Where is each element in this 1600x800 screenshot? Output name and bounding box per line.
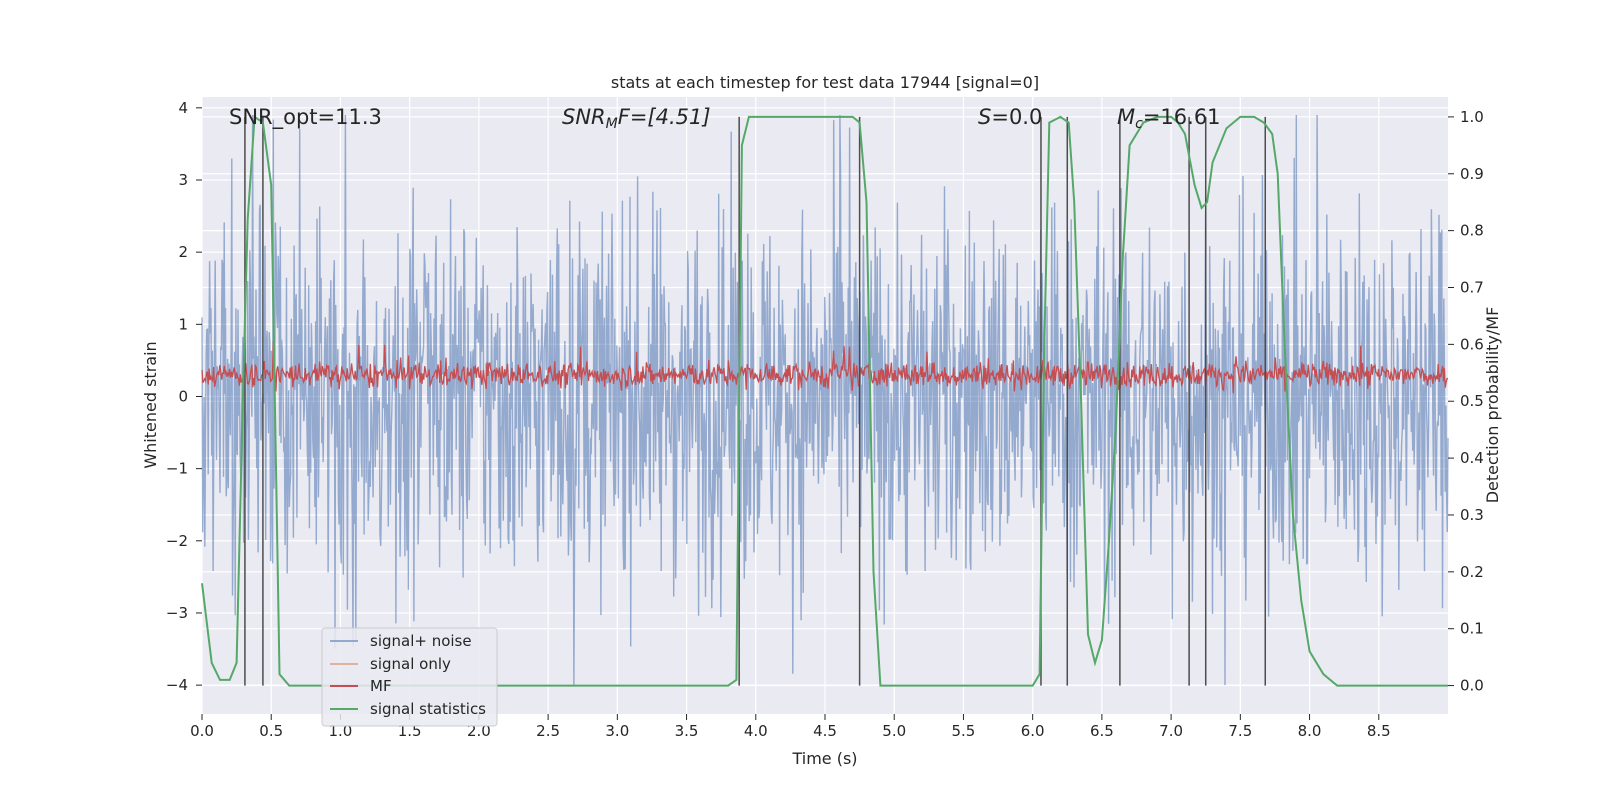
x-tick-label: 8.0 xyxy=(1298,722,1322,740)
x-tick-label: 4.0 xyxy=(744,722,768,740)
annotation-snr-mf-value: F=[4.51] xyxy=(618,105,711,129)
y-right-tick-label: 0.1 xyxy=(1460,620,1484,638)
mf-line xyxy=(201,340,1449,394)
legend-box xyxy=(321,627,498,727)
y-left-tick-label: 1 xyxy=(178,315,188,333)
annotation-snr-opt: SNR_opt=11.3 xyxy=(229,105,382,130)
x-tick-label: 0.0 xyxy=(190,722,214,740)
annotation-snr-mf-symbol: SNR xyxy=(562,105,606,129)
annotation-mc-value: =16.61 xyxy=(1143,105,1221,129)
y-right-tick-label: 0.0 xyxy=(1460,677,1484,695)
x-tick-label: 3.5 xyxy=(675,722,699,740)
x-tick-label: 5.0 xyxy=(882,722,906,740)
x-tick-label: 7.5 xyxy=(1228,722,1252,740)
y-axis-left-label: Whitened strain xyxy=(141,341,160,468)
legend-label-signal-only: signal only xyxy=(370,655,451,673)
y-axis-left-ticks: −4 −3 −2 −1 0 1 2 3 4 xyxy=(166,99,202,694)
series-signal-noise xyxy=(201,114,1449,686)
legend-label-mf: MF xyxy=(370,677,392,695)
y-axis-right-label: Detection probability/MF xyxy=(1483,307,1502,504)
y-left-tick-label: 2 xyxy=(178,243,188,261)
x-tick-label: 8.5 xyxy=(1367,722,1391,740)
y-axis-right-ticks: 0.0 0.1 0.2 0.3 0.4 0.5 0.6 0.7 0.8 0.9 1.0 xyxy=(1448,108,1484,695)
vertical-lines xyxy=(244,116,1267,686)
signal-noise-line xyxy=(201,114,1449,686)
legend-label-signal-noise: signal+ noise xyxy=(370,632,472,650)
y-right-tick-label: 0.4 xyxy=(1460,449,1484,467)
annotation-s-symbol: S xyxy=(978,105,991,129)
annotation-mc: Mc=16.61 xyxy=(1117,105,1221,132)
y-left-tick-label: 0 xyxy=(178,387,188,405)
x-tick-label: 2.5 xyxy=(536,722,560,740)
y-left-tick-label: −2 xyxy=(166,532,188,550)
series-signal-statistics xyxy=(201,115,1448,687)
series-mf xyxy=(201,340,1449,394)
x-axis-label: Time (s) xyxy=(791,749,857,768)
x-tick-label: 3.0 xyxy=(605,722,629,740)
annotation-mc-subscript: c xyxy=(1135,116,1143,132)
x-tick-label: 6.5 xyxy=(1090,722,1114,740)
legend: signal+ noise signal only MF signal stat… xyxy=(321,627,498,727)
y-right-tick-label: 0.3 xyxy=(1460,506,1484,524)
y-right-tick-label: 0.6 xyxy=(1460,335,1484,353)
x-tick-label: 7.0 xyxy=(1159,722,1183,740)
y-right-tick-label: 0.7 xyxy=(1460,279,1484,297)
x-tick-label: 4.5 xyxy=(813,722,837,740)
annotation-s: S=0.0 xyxy=(978,105,1042,129)
y-right-tick-label: 0.8 xyxy=(1460,222,1484,240)
y-left-tick-label: −3 xyxy=(166,604,188,622)
legend-label-signal-statistics: signal statistics xyxy=(370,700,486,718)
y-left-tick-label: 3 xyxy=(178,171,188,189)
y-left-tick-label: 4 xyxy=(178,99,188,117)
x-tick-label: 6.0 xyxy=(1021,722,1045,740)
annotation-snr-mf: SNRMF=[4.51] xyxy=(562,105,711,132)
y-right-tick-label: 0.9 xyxy=(1460,165,1484,183)
annotation-mc-symbol: M xyxy=(1117,105,1135,129)
signal-statistics-line xyxy=(201,115,1448,687)
y-right-tick-label: 1.0 xyxy=(1460,108,1484,126)
y-left-tick-label: −4 xyxy=(166,676,188,694)
chart-title: stats at each timestep for test data 179… xyxy=(611,73,1039,92)
x-tick-label: 5.5 xyxy=(952,722,976,740)
annotation-snr-mf-subscript: M xyxy=(606,116,618,132)
y-right-tick-label: 0.2 xyxy=(1460,563,1484,581)
annotation-s-value: =0.0 xyxy=(991,105,1042,129)
x-tick-label: 0.5 xyxy=(259,722,283,740)
y-right-tick-label: 0.5 xyxy=(1460,392,1484,410)
y-left-tick-label: −1 xyxy=(166,460,188,478)
